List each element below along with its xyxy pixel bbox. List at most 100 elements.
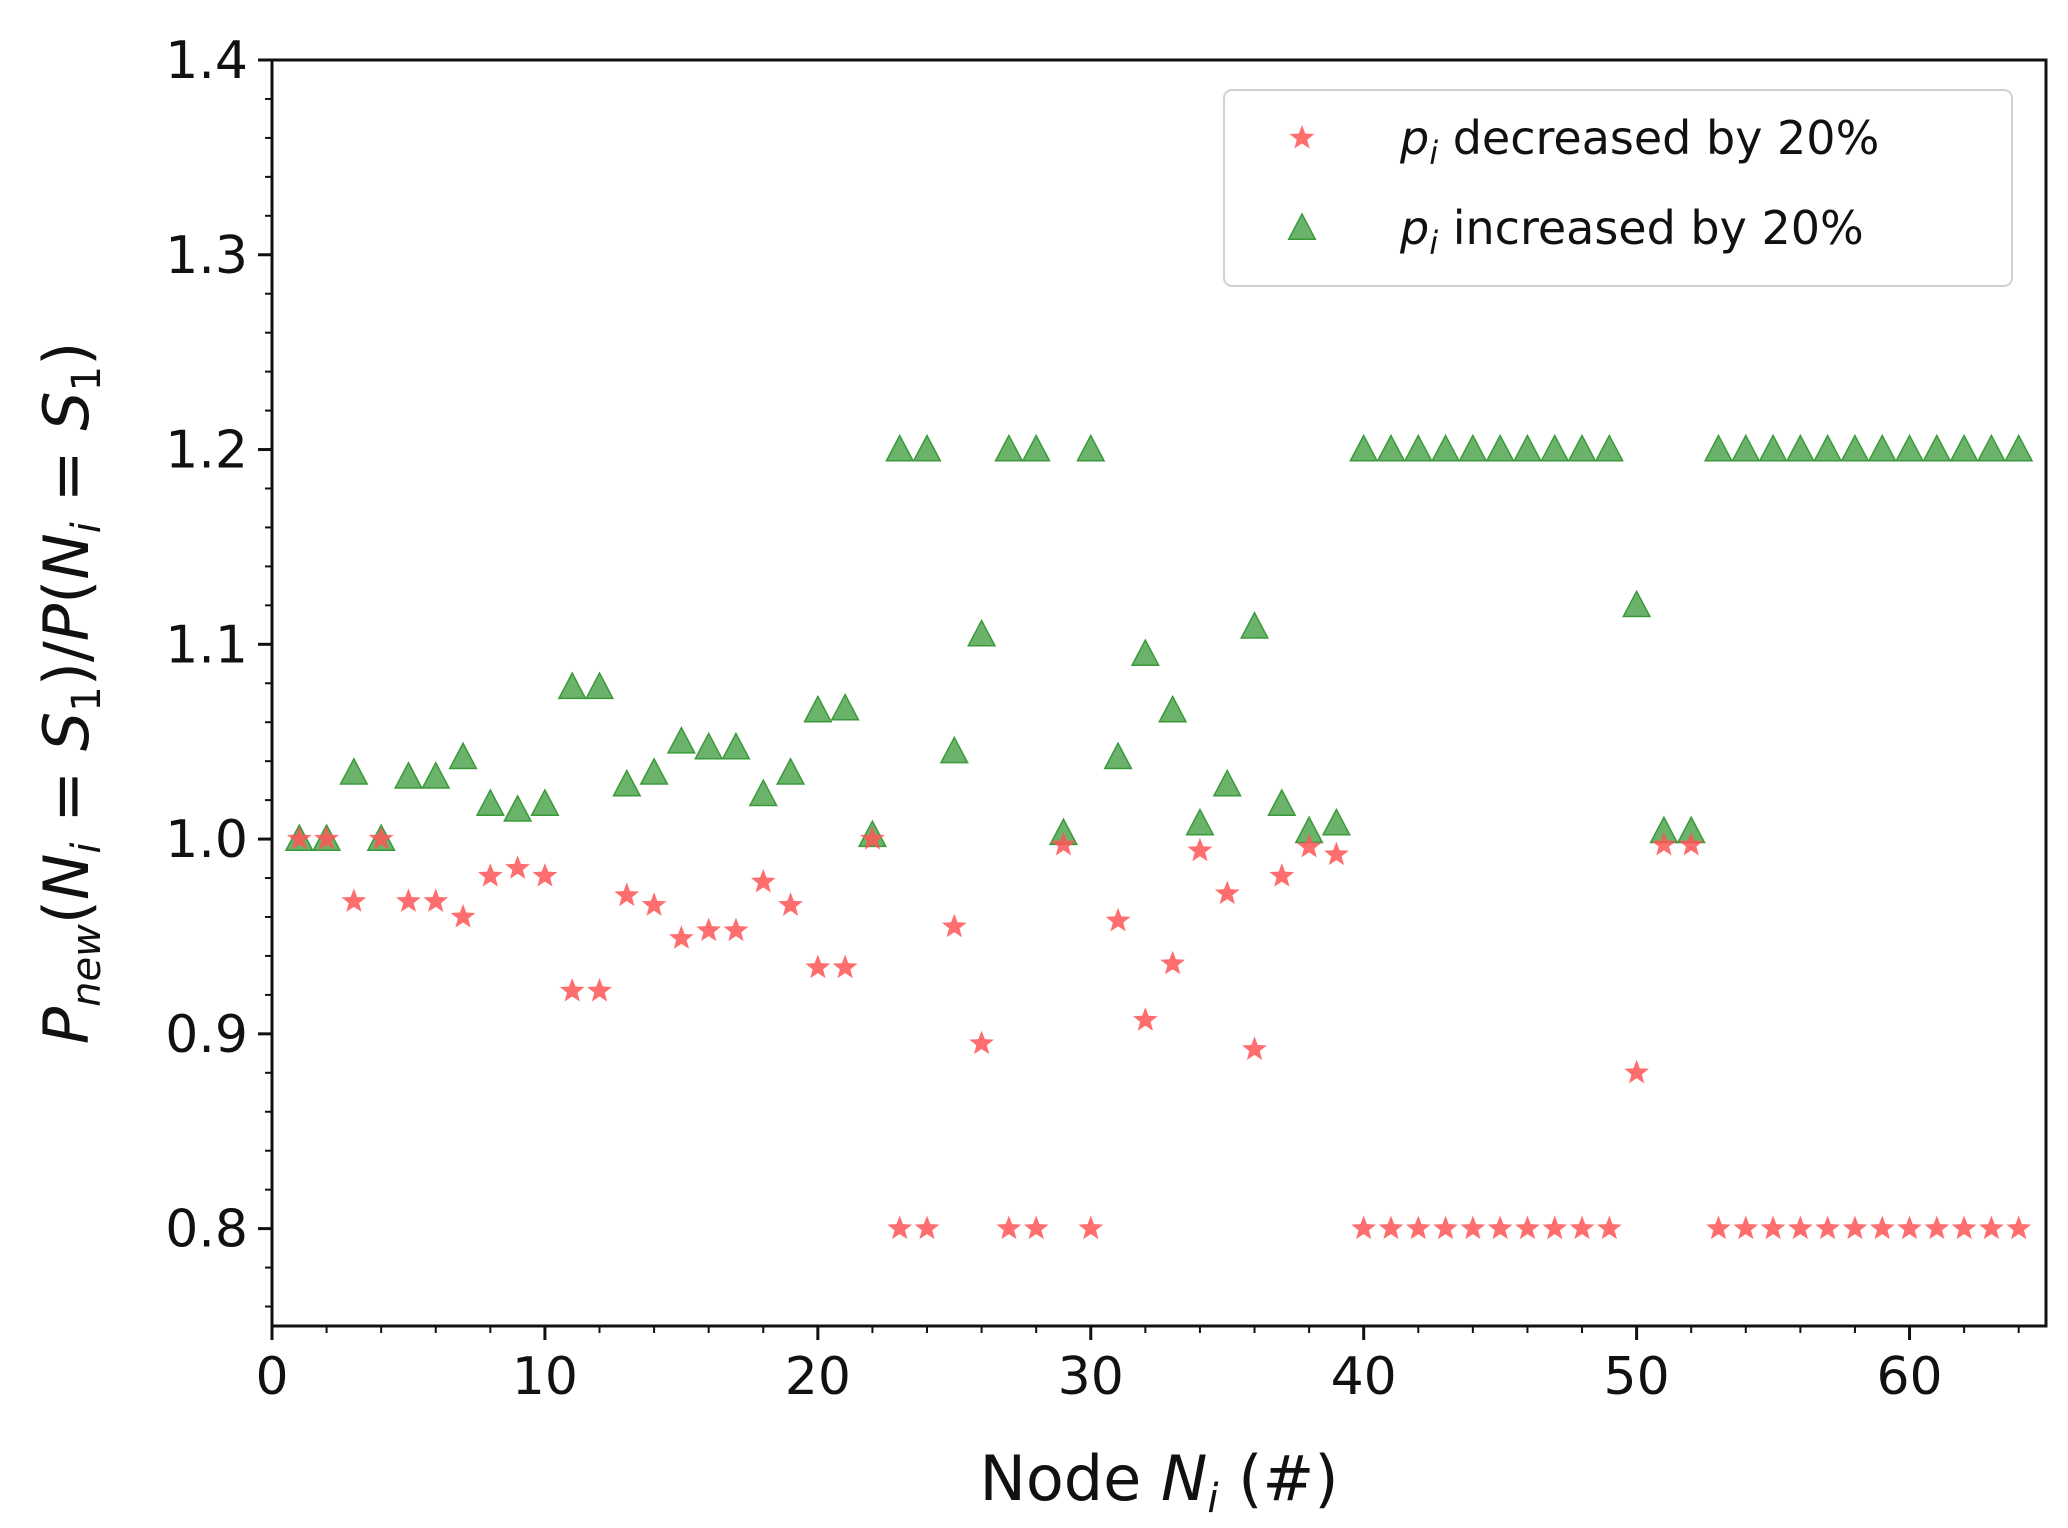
data-point bbox=[1788, 1215, 1813, 1240]
data-point bbox=[666, 726, 696, 754]
data-point bbox=[969, 1030, 994, 1055]
data-point bbox=[557, 671, 587, 700]
data-point bbox=[1431, 433, 1461, 462]
data-point bbox=[477, 863, 503, 887]
data-point bbox=[1242, 1036, 1267, 1060]
data-point bbox=[1076, 433, 1106, 462]
data-point bbox=[1979, 1215, 2004, 1240]
data-point bbox=[1703, 433, 1734, 462]
legend-triangle-icon bbox=[1287, 212, 1317, 240]
legend-entry-increased: pi increased by 20% bbox=[1399, 201, 1864, 262]
data-point bbox=[1594, 433, 1624, 462]
data-point bbox=[939, 735, 969, 764]
data-point bbox=[1105, 907, 1131, 932]
legend-symbol: p bbox=[1399, 201, 1429, 255]
data-point bbox=[314, 826, 339, 850]
data-point bbox=[1324, 841, 1349, 866]
data-point bbox=[1051, 831, 1076, 856]
data-point bbox=[530, 788, 560, 816]
x-tick-label: 20 bbox=[785, 1347, 851, 1407]
data-point bbox=[1239, 611, 1270, 639]
data-point bbox=[2004, 433, 2034, 462]
data-point bbox=[505, 855, 530, 879]
data-point bbox=[1403, 433, 1433, 462]
data-point bbox=[393, 761, 424, 789]
y-axis-label: Pnew(Ni = S1)/P(Ni = S1) bbox=[30, 342, 110, 1045]
y-tick-label: 0.9 bbox=[165, 1005, 248, 1065]
data-point bbox=[1542, 1215, 1568, 1240]
data-point bbox=[1622, 589, 1652, 618]
data-point bbox=[1569, 1215, 1595, 1240]
x-tick-label: 40 bbox=[1331, 1347, 1397, 1407]
data-point bbox=[450, 903, 476, 928]
data-point bbox=[994, 433, 1024, 462]
data-point bbox=[778, 892, 803, 916]
data-point bbox=[1185, 807, 1215, 836]
legend-marker-decreased bbox=[1289, 125, 1315, 149]
data-point bbox=[860, 826, 885, 850]
data-point bbox=[1023, 1215, 1049, 1240]
x-tick-label: 10 bbox=[512, 1347, 578, 1407]
data-point bbox=[614, 882, 640, 907]
data-point bbox=[1515, 1215, 1540, 1240]
data-point bbox=[1458, 433, 1488, 462]
svg-text:Pnew(Ni = S1)/P(Ni = S1): Pnew(Ni = S1)/P(Ni = S1) bbox=[30, 342, 110, 1045]
data-point bbox=[1733, 1215, 1759, 1240]
y-tick-label: 1.1 bbox=[165, 615, 248, 675]
data-point bbox=[1405, 1215, 1431, 1240]
data-point bbox=[1160, 950, 1186, 975]
data-point bbox=[396, 888, 421, 912]
data-point bbox=[1842, 1215, 1868, 1240]
data-point bbox=[641, 892, 667, 916]
data-point bbox=[421, 761, 451, 789]
data-point bbox=[1624, 1059, 1649, 1084]
data-point bbox=[1951, 1215, 1977, 1240]
data-point bbox=[339, 757, 369, 785]
data-point bbox=[1567, 433, 1597, 462]
data-point bbox=[1894, 433, 1925, 462]
data-point bbox=[1760, 1215, 1786, 1240]
data-point bbox=[723, 917, 749, 942]
data-point bbox=[475, 788, 505, 816]
data-point bbox=[1651, 831, 1677, 856]
data-point bbox=[448, 741, 478, 770]
data-point bbox=[1922, 433, 1952, 462]
data-point bbox=[1267, 788, 1297, 816]
data-point bbox=[1130, 638, 1160, 666]
data-point bbox=[584, 671, 615, 700]
data-point bbox=[721, 731, 751, 760]
data-point bbox=[1433, 1215, 1458, 1240]
data-point bbox=[1351, 1215, 1377, 1240]
y-tick-label: 1.3 bbox=[165, 226, 248, 286]
data-point bbox=[967, 618, 997, 647]
data-point bbox=[1706, 1215, 1731, 1240]
data-point bbox=[1349, 433, 1379, 462]
plot-frame bbox=[270, 58, 2048, 1328]
data-point bbox=[1785, 433, 1815, 462]
data-point bbox=[1378, 1215, 1404, 1240]
data-point bbox=[1321, 807, 1351, 836]
legend-marker-increased bbox=[1287, 212, 1317, 240]
data-point bbox=[423, 888, 449, 912]
data-point bbox=[559, 978, 585, 1002]
data-point bbox=[1460, 1215, 1486, 1240]
data-point bbox=[503, 794, 533, 822]
data-point bbox=[669, 925, 694, 949]
y-tick-label: 1.0 bbox=[165, 810, 248, 870]
y-tick-label: 0.8 bbox=[165, 1200, 248, 1260]
data-point bbox=[803, 694, 833, 723]
data-point bbox=[1512, 433, 1542, 462]
data-point bbox=[1815, 1215, 1841, 1240]
data-point bbox=[1078, 1215, 1104, 1240]
data-point bbox=[996, 1215, 1022, 1240]
data-point bbox=[1187, 837, 1213, 862]
legend: pi decreased by 20% pi increased by 20% bbox=[1223, 89, 2013, 287]
data-point bbox=[1021, 433, 1051, 462]
data-point bbox=[1158, 694, 1188, 723]
data-point bbox=[1813, 433, 1843, 462]
data-point bbox=[1869, 1215, 1895, 1240]
legend-star-icon bbox=[1289, 125, 1315, 149]
legend-entry-decreased: pi decreased by 20% bbox=[1399, 111, 1879, 172]
data-point bbox=[1976, 433, 2006, 462]
